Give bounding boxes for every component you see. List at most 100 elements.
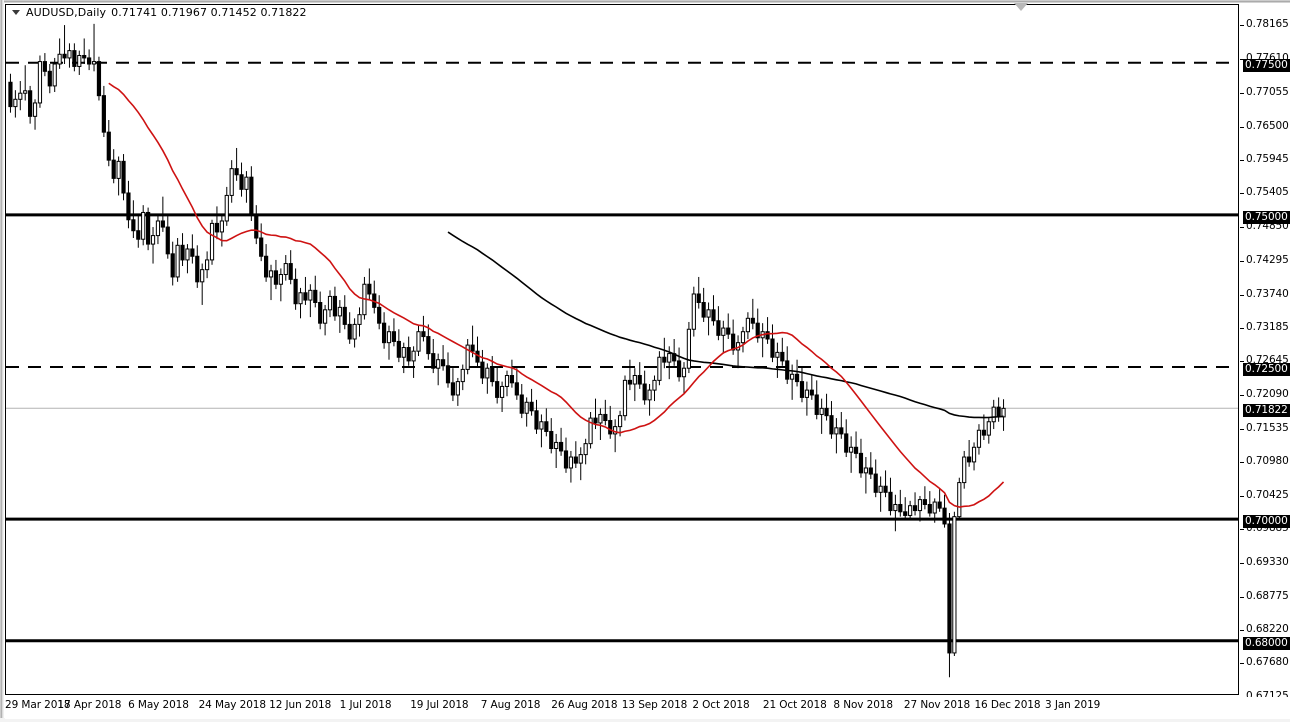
price-tick-label: 0.74850 [1246, 220, 1289, 233]
price-tick [1240, 260, 1244, 262]
price-tick [1240, 227, 1244, 229]
candle-body [303, 292, 308, 301]
candle-body [150, 235, 156, 245]
price-axis[interactable]: 0.78165 0.77610 0.77055 0.76500 0.75945 0.754… [1240, 4, 1290, 702]
candle-body [794, 373, 800, 383]
candle-body [426, 336, 431, 355]
candle-body [288, 263, 293, 280]
candle-body [598, 413, 603, 424]
candle-body [504, 375, 510, 387]
candle-body [121, 160, 126, 194]
price-tick [1240, 428, 1244, 430]
candle-body [219, 220, 224, 233]
candle-body [268, 270, 274, 278]
candle-body [42, 61, 47, 72]
candle-body [613, 426, 618, 435]
chevron-down-icon[interactable] [12, 9, 20, 15]
candle-body [180, 244, 185, 261]
candle-body [721, 327, 726, 336]
quote-header: AUDUSD,Daily 0.71741 0.71967 0.71452 0.7… [10, 5, 309, 19]
candle-body [888, 491, 893, 512]
candle-body [637, 375, 642, 385]
candle-body [28, 90, 33, 117]
candle-body [952, 516, 957, 654]
time-axis[interactable]: 29 Mar 2018 17 Apr 2018 6 May 2018 24 May 2… [5, 697, 1290, 719]
candle-body [573, 456, 578, 464]
candle-body [696, 293, 701, 304]
time-tick-label: 19 Jul 2018 [410, 699, 469, 711]
price-tick-label: 0.72090 [1246, 387, 1289, 400]
candle-body [259, 237, 264, 257]
candle-body [239, 174, 244, 190]
candle-body [554, 441, 559, 450]
price-tick-label: 0.73185 [1246, 321, 1289, 334]
candle-body [460, 368, 465, 383]
candle-body [829, 415, 834, 435]
candle-body [18, 92, 23, 100]
candle-body [932, 501, 937, 514]
candle-body [858, 452, 864, 474]
candle-body [96, 61, 102, 97]
candle-body [622, 379, 628, 417]
price-tick [1240, 529, 1244, 531]
time-tick-label: 6 May 2018 [128, 699, 189, 711]
candle-body [922, 499, 927, 505]
price-tick-label: 0.68220 [1246, 623, 1289, 636]
candle-body [273, 270, 279, 285]
candle-body [809, 389, 814, 396]
candle-body [200, 269, 205, 283]
candle-body [853, 446, 859, 454]
price-level-badge: 0.75000 [1243, 210, 1290, 224]
candle-body [549, 430, 554, 450]
candle-body [146, 211, 151, 245]
candle-body [632, 375, 637, 385]
candle-body [391, 331, 397, 342]
candle-body [868, 467, 873, 475]
price-tick-label: 0.75405 [1246, 186, 1289, 199]
candle-body [898, 503, 903, 513]
price-tick [1240, 630, 1244, 632]
candle-body [991, 406, 996, 423]
candle-body [716, 320, 721, 336]
candle-body [775, 351, 780, 358]
candle-body [893, 503, 898, 512]
candle-body [647, 389, 652, 401]
candle-body [101, 95, 106, 133]
candle-body [332, 295, 338, 317]
candle-body [82, 54, 87, 59]
candle-body [396, 340, 401, 358]
candle-body [249, 176, 254, 216]
candle-body [298, 292, 303, 305]
candle-body [947, 523, 952, 654]
ma-fast-line [108, 82, 1005, 508]
candle-body [62, 53, 67, 59]
candle-body [711, 309, 716, 322]
time-tick-label: 21 Oct 2018 [762, 699, 827, 711]
time-tick-label: 24 May 2018 [198, 699, 266, 711]
candle-body [352, 323, 357, 340]
candle-body [411, 350, 416, 362]
time-tick-label: 7 Aug 2018 [480, 699, 541, 711]
candle-body [440, 359, 446, 367]
candle-body [165, 226, 170, 255]
candle-body [431, 353, 436, 369]
time-tick-label: 17 Apr 2018 [57, 699, 122, 711]
candle-body [224, 194, 229, 222]
price-tick-label: 0.78165 [1246, 18, 1289, 31]
chart-plot-area[interactable] [6, 5, 1238, 694]
candle-body [962, 456, 967, 484]
candle-body [726, 327, 731, 335]
chart-symbol-label: AUDUSD,Daily [26, 5, 107, 19]
candle-body [234, 168, 239, 176]
candle-body [740, 331, 746, 344]
chart-shift-marker-icon[interactable] [1013, 3, 1028, 11]
candle-body [819, 407, 824, 415]
price-tick [1240, 394, 1244, 396]
candle-body [583, 443, 588, 456]
candle-body [293, 278, 298, 305]
candle-body [91, 61, 97, 65]
candle-body [87, 57, 92, 65]
candle-body [170, 253, 175, 278]
time-tick-label: 16 Dec 2018 [974, 699, 1041, 711]
candle-body [116, 160, 121, 179]
